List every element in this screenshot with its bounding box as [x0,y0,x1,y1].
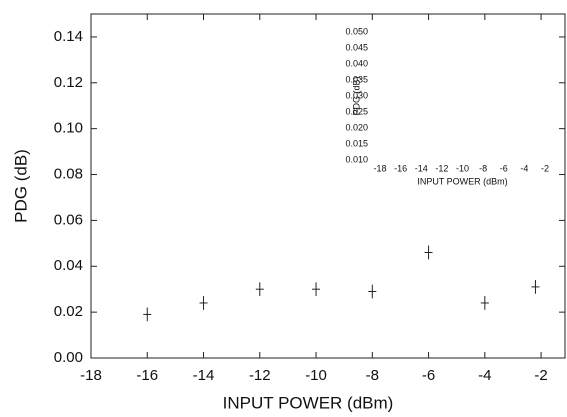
x-tick-label: -18 [80,367,102,384]
x-tick-label: -8 [479,163,487,173]
x-tick-label: -4 [478,367,491,384]
x-tick-label: -2 [541,163,549,173]
plot-frame [90,13,566,359]
y-tick-label: 0.025 [345,106,368,116]
x-tick-label: -14 [415,163,428,173]
y-tick-label: 0.06 [54,211,83,228]
y-tick-label: 0.050 [345,26,368,36]
y-tick-label: 0.035 [345,74,368,84]
y-tick-label: 0.00 [54,349,83,366]
y-tick-label: 0.045 [345,42,368,52]
x-axis-label: INPUT POWER (dBm) [223,393,394,412]
y-tick-label: 0.02 [54,303,83,320]
x-tick-label: -10 [305,367,327,384]
y-tick-label: 0.030 [345,90,368,100]
x-tick-label: -12 [249,367,271,384]
y-tick-label: 0.020 [345,122,368,132]
data-point [143,307,152,322]
x-axis-label: INPUT POWER (dBm) [417,176,507,186]
y-axis-label: PDG (dB) [11,149,30,223]
x-tick-label: -2 [534,367,547,384]
data-point [368,284,377,299]
y-tick-label: 0.08 [54,166,83,183]
y-axis-label: PDG (dB) [351,76,361,115]
data-point [424,245,433,260]
data-point [199,296,208,310]
data-point [312,282,321,297]
y-tick-label: 0.04 [54,257,83,274]
x-tick-label: -16 [394,163,407,173]
x-tick-label: -14 [193,367,215,384]
y-tick-label: 0.040 [345,58,368,68]
x-tick-label: -6 [422,367,435,384]
data-point [480,296,489,310]
x-tick-label: -16 [136,367,158,384]
x-tick-label: -8 [366,367,379,384]
y-tick-label: 0.010 [345,154,368,164]
x-tick-label: -10 [456,163,469,173]
x-tick-label: -6 [500,163,508,173]
y-tick-label: 0.10 [54,120,83,137]
data-point [255,282,264,297]
x-tick-label: -12 [435,163,448,173]
x-tick-label: -18 [373,163,386,173]
data-point [531,280,540,294]
y-tick-label: 0.015 [345,138,368,148]
y-tick-label: 0.12 [54,74,83,91]
x-tick-label: -4 [520,163,528,173]
y-tick-label: 0.14 [54,28,83,45]
